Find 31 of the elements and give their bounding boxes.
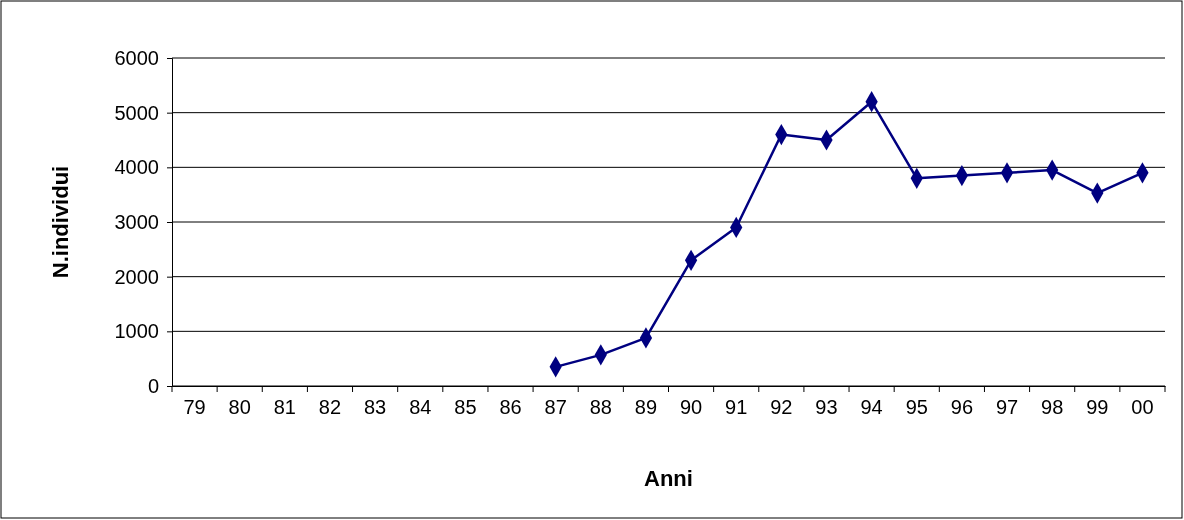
y-tick-label: 4000	[114, 156, 159, 179]
x-tick-label: 92	[770, 396, 793, 419]
x-tick-label: 91	[725, 396, 748, 419]
x-axis-title: Anni	[644, 466, 693, 491]
x-tick-label: 00	[1131, 396, 1154, 419]
x-tick-label: 94	[860, 396, 883, 419]
x-tick-label: 89	[634, 396, 658, 419]
x-tick-label: 98	[1041, 396, 1064, 419]
x-tick-label: 86	[499, 396, 522, 419]
x-tick-label: 96	[950, 396, 974, 419]
x-tick-label: 88	[589, 396, 612, 419]
y-axis-title: N.individui	[48, 165, 73, 279]
y-tick-label: 2000	[114, 265, 159, 288]
x-tick-label: 81	[273, 396, 296, 419]
x-tick-label: 80	[228, 396, 251, 419]
y-tick-label: 6000	[114, 46, 159, 69]
x-tick-label: 93	[815, 396, 838, 419]
y-tick-label: 0	[147, 374, 159, 397]
y-tick-label: 3000	[114, 210, 159, 233]
x-tick-label: 79	[183, 396, 206, 419]
x-tick-label: 90	[679, 396, 703, 419]
x-tick-label: 99	[1086, 396, 1109, 419]
y-tick-label: 5000	[114, 101, 159, 124]
x-tick-label: 83	[363, 396, 387, 419]
x-tick-label: 95	[905, 396, 928, 419]
x-tick-label: 97	[995, 396, 1019, 419]
x-tick-label: 84	[409, 396, 432, 419]
x-tick-label: 85	[454, 396, 477, 419]
y-tick-label: 1000	[114, 320, 159, 343]
x-tick-label: 87	[544, 396, 567, 419]
x-tick-label: 82	[318, 396, 342, 419]
